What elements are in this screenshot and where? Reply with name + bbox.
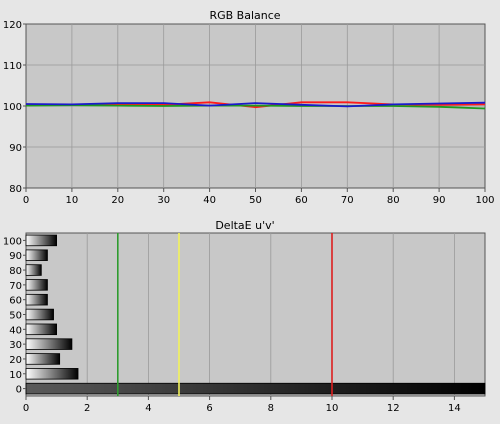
rgb-balance-ytick-label: 80 bbox=[9, 184, 22, 195]
deltae-category-label: 30 bbox=[9, 340, 22, 351]
rgb-balance-xtick-label: 20 bbox=[111, 195, 124, 206]
deltae-category-label: 50 bbox=[9, 311, 22, 322]
deltae-bar-60 bbox=[25, 293, 48, 306]
deltae-bar-40 bbox=[25, 323, 58, 336]
rgb-balance-ytick-label: 110 bbox=[3, 61, 22, 72]
rgb-balance-xtick-label: 50 bbox=[249, 195, 262, 206]
rgb-balance-xtick-label: 0 bbox=[23, 195, 29, 206]
deltae-bar-70 bbox=[25, 279, 48, 291]
deltae-xtick-label: 0 bbox=[23, 403, 29, 414]
deltae-category-label: 70 bbox=[9, 281, 22, 292]
deltae-bar-80 bbox=[25, 264, 42, 276]
deltae-xtick-label: 2 bbox=[84, 403, 90, 414]
rgb-balance-xtick-label: 90 bbox=[433, 195, 446, 206]
deltae-xtick-label: 6 bbox=[206, 403, 212, 414]
rgb-balance-ytick-label: 90 bbox=[9, 143, 22, 154]
deltae-category-label: 90 bbox=[9, 251, 22, 262]
deltae-bar-100 bbox=[25, 234, 58, 247]
rgb-balance-series-line-1 bbox=[25, 104, 486, 110]
deltae-category-label: 60 bbox=[9, 296, 22, 307]
deltae-title: DeltaE u'v' bbox=[215, 219, 274, 232]
rgb-balance-series bbox=[25, 101, 486, 110]
rgb-balance-title: RGB Balance bbox=[209, 9, 280, 22]
deltae-category-label: 100 bbox=[3, 236, 22, 247]
rgb-balance-series-line-2 bbox=[25, 101, 486, 108]
rgb-balance-ytick-label: 100 bbox=[3, 102, 22, 113]
deltae-bar-0 bbox=[25, 382, 486, 395]
rgb-balance-xtick-label: 100 bbox=[475, 195, 494, 206]
deltae-xtick-label: 8 bbox=[268, 403, 274, 414]
deltae-reference-lines bbox=[117, 233, 333, 396]
deltae-category-label: 80 bbox=[9, 266, 22, 277]
rgb-balance-xtick-label: 70 bbox=[341, 195, 354, 206]
deltae-category-label: 40 bbox=[9, 325, 22, 336]
rgb-balance-tick-labels: 0 10 20 30 40 50 60 70 80 90 100 80 90 100 110 120 bbox=[3, 20, 495, 206]
deltae-xtick-label: 14 bbox=[448, 403, 461, 414]
deltae-plot-area bbox=[25, 232, 486, 397]
deltae-category-label: 0 bbox=[16, 385, 22, 396]
deltae-bar-30 bbox=[25, 338, 73, 350]
deltae-xtick-label: 12 bbox=[387, 403, 400, 414]
rgb-balance-ytick-label: 120 bbox=[3, 20, 22, 31]
deltae-bar-90 bbox=[25, 249, 48, 261]
rgb-balance-xtick-label: 80 bbox=[387, 195, 400, 206]
deltae-bar-20 bbox=[25, 353, 61, 365]
deltae-bar-50 bbox=[25, 308, 54, 321]
deltae-category-label: 10 bbox=[9, 370, 22, 381]
rgb-balance-xtick-label: 30 bbox=[157, 195, 170, 206]
deltae-xtick-label: 10 bbox=[326, 403, 339, 414]
deltae-category-label: 20 bbox=[9, 355, 22, 366]
rgb-balance-xtick-label: 40 bbox=[203, 195, 216, 206]
rgb-balance-xtick-label: 60 bbox=[295, 195, 308, 206]
deltae-bar-10 bbox=[25, 368, 79, 380]
rgb-balance-xtick-label: 10 bbox=[66, 195, 79, 206]
deltae-xtick-label: 4 bbox=[145, 403, 151, 414]
